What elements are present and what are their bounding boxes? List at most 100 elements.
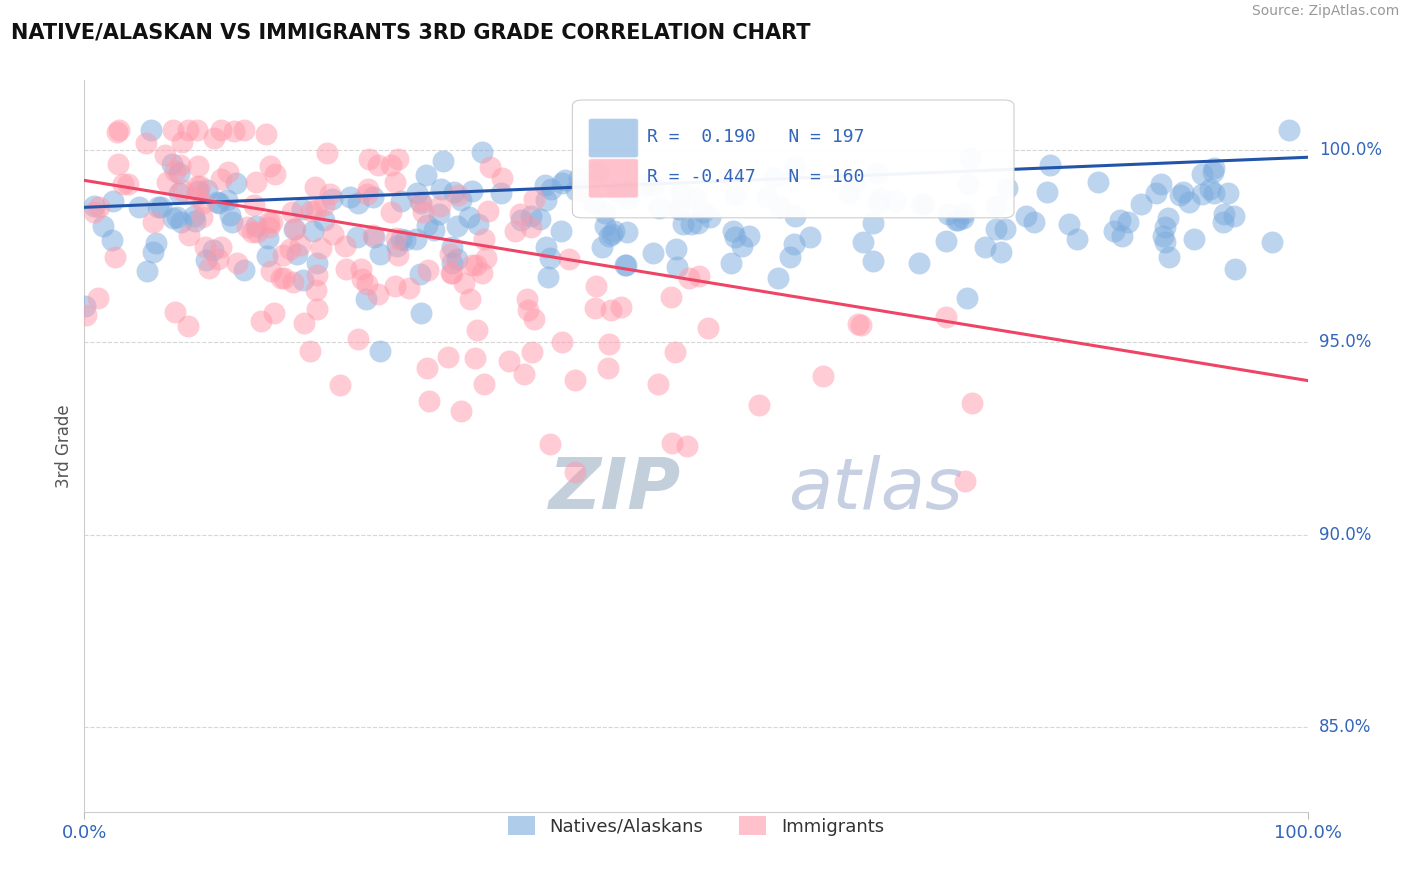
Point <box>443 185 465 199</box>
Point <box>257 231 280 245</box>
Point <box>1153 219 1175 234</box>
Point <box>811 368 834 383</box>
Point <box>699 210 721 224</box>
Point <box>335 239 357 253</box>
Point <box>391 232 413 246</box>
Point <box>226 255 249 269</box>
Point <box>108 123 131 137</box>
Point <box>191 210 214 224</box>
Point <box>1191 186 1213 201</box>
Point <box>614 258 637 272</box>
Point <box>659 290 682 304</box>
Point <box>447 188 470 202</box>
Point <box>257 215 280 229</box>
Point <box>523 312 546 326</box>
Point <box>422 223 444 237</box>
Point <box>613 258 636 272</box>
Point <box>763 170 786 185</box>
Point <box>1059 217 1081 231</box>
Point <box>139 123 162 137</box>
Point <box>150 200 173 214</box>
Point <box>731 239 754 253</box>
Point <box>387 248 409 262</box>
Point <box>450 404 472 418</box>
Point <box>329 378 352 392</box>
Point <box>534 178 557 193</box>
Point <box>516 302 538 317</box>
Point <box>720 256 742 270</box>
Point <box>427 207 450 221</box>
Point <box>384 278 406 293</box>
Point <box>153 148 176 162</box>
Point <box>299 203 322 218</box>
Point <box>309 241 332 255</box>
Point <box>551 176 574 190</box>
Point <box>558 252 581 266</box>
Point <box>245 219 267 233</box>
Point <box>240 225 263 239</box>
Point <box>868 195 890 210</box>
Point <box>290 238 312 252</box>
Point <box>583 301 606 315</box>
Point <box>202 131 225 145</box>
Point <box>416 263 439 277</box>
Point <box>429 182 451 196</box>
Point <box>846 317 869 331</box>
Point <box>585 279 607 293</box>
Point <box>263 306 285 320</box>
Point <box>516 292 538 306</box>
Point <box>956 291 979 305</box>
Point <box>779 250 801 264</box>
Point <box>668 202 690 216</box>
Point <box>799 230 821 244</box>
Point <box>187 160 209 174</box>
Point <box>299 344 322 359</box>
Point <box>1022 215 1045 229</box>
Point <box>936 207 959 221</box>
Point <box>554 173 576 187</box>
Point <box>104 251 127 265</box>
Point <box>696 321 718 335</box>
Point <box>591 240 613 254</box>
Point <box>202 244 225 258</box>
Point <box>460 184 482 198</box>
Point <box>368 343 391 358</box>
Point <box>169 166 191 180</box>
Point <box>194 239 217 253</box>
Point <box>783 160 806 174</box>
Point <box>304 180 326 194</box>
Point <box>1202 161 1225 175</box>
Point <box>219 208 242 222</box>
Point <box>600 227 623 241</box>
Point <box>599 302 621 317</box>
Point <box>225 176 247 190</box>
Point <box>384 175 406 189</box>
Point <box>678 271 700 285</box>
Point <box>636 178 658 192</box>
Point <box>356 277 378 291</box>
Point <box>974 240 997 254</box>
Point <box>318 186 340 201</box>
Point <box>472 377 495 392</box>
Point <box>160 157 183 171</box>
Point <box>467 217 489 231</box>
Point <box>598 337 620 351</box>
Point <box>643 178 665 192</box>
Point <box>291 202 314 216</box>
Point <box>170 215 193 229</box>
Point <box>316 146 339 161</box>
Point <box>598 228 620 243</box>
Point <box>683 191 706 205</box>
Point <box>665 242 688 256</box>
Point <box>314 197 336 211</box>
Point <box>1104 224 1126 238</box>
Point <box>75 308 97 322</box>
Point <box>593 219 616 233</box>
Point <box>406 186 429 200</box>
Point <box>101 194 124 208</box>
Point <box>1202 186 1225 201</box>
Point <box>224 124 246 138</box>
Point <box>165 305 187 319</box>
Point <box>586 165 609 179</box>
Point <box>209 123 232 137</box>
